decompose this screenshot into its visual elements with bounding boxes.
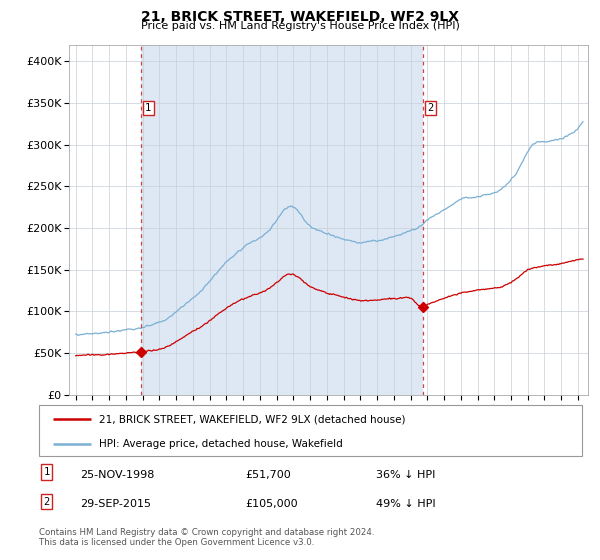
Text: Price paid vs. HM Land Registry's House Price Index (HPI): Price paid vs. HM Land Registry's House … xyxy=(140,21,460,31)
Text: 21, BRICK STREET, WAKEFIELD, WF2 9LX (detached house): 21, BRICK STREET, WAKEFIELD, WF2 9LX (de… xyxy=(99,414,405,424)
Text: £51,700: £51,700 xyxy=(245,469,291,479)
Text: 25-NOV-1998: 25-NOV-1998 xyxy=(80,469,154,479)
Bar xyxy=(141,45,423,395)
Text: Contains HM Land Registry data © Crown copyright and database right 2024.
This d: Contains HM Land Registry data © Crown c… xyxy=(39,528,374,547)
Text: 1: 1 xyxy=(43,467,50,477)
Text: HPI: Average price, detached house, Wakefield: HPI: Average price, detached house, Wake… xyxy=(99,438,343,449)
Text: 49% ↓ HPI: 49% ↓ HPI xyxy=(376,499,435,509)
Text: 21, BRICK STREET, WAKEFIELD, WF2 9LX: 21, BRICK STREET, WAKEFIELD, WF2 9LX xyxy=(141,10,459,24)
Text: £105,000: £105,000 xyxy=(245,499,298,509)
Text: 2: 2 xyxy=(43,497,50,507)
Text: 2: 2 xyxy=(427,103,434,113)
Text: 1: 1 xyxy=(145,103,151,113)
Text: 29-SEP-2015: 29-SEP-2015 xyxy=(80,499,151,509)
Text: 36% ↓ HPI: 36% ↓ HPI xyxy=(376,469,435,479)
